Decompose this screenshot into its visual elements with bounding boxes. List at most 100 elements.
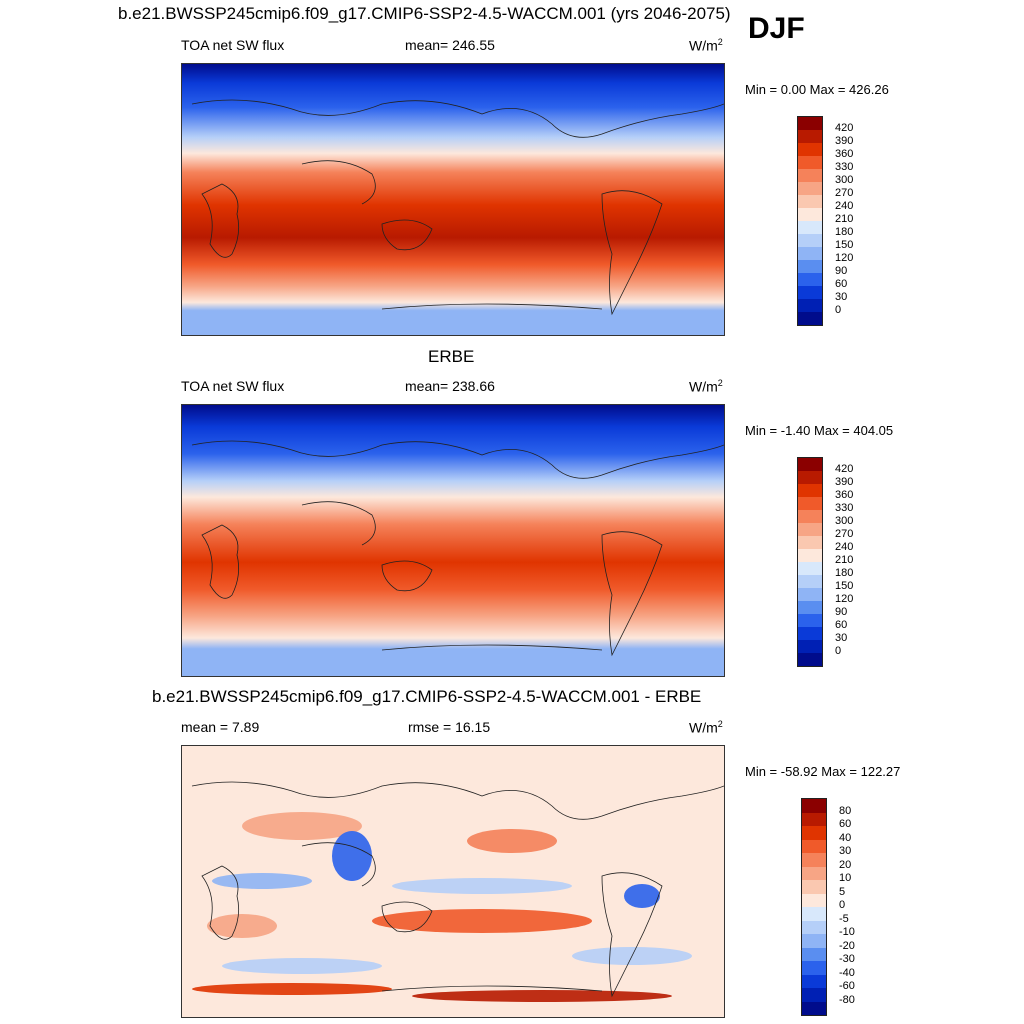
colorbar-segment xyxy=(798,182,822,195)
colorbar-tick-label: -10 xyxy=(839,926,855,938)
colorbar-segment xyxy=(798,260,822,273)
colorbar-segment xyxy=(802,866,826,880)
diff-panel-title: b.e21.BWSSP245cmip6.f09_g17.CMIP6-SSP2-4… xyxy=(152,687,702,706)
diff-colorbar xyxy=(801,798,827,1016)
colorbar-tick-label: 330 xyxy=(835,502,854,514)
obs-minmax-label: Min = -1.40 Max = 404.05 xyxy=(745,423,894,438)
colorbar-tick-label: -40 xyxy=(839,966,855,979)
colorbar-segment xyxy=(802,812,826,826)
colorbar-tick-label: 0 xyxy=(839,899,846,911)
colorbar-tick-label: 360 xyxy=(835,489,854,501)
colorbar-segment xyxy=(802,893,826,907)
colorbar-tick-label: 240 xyxy=(835,541,854,553)
obs-mean-label: mean= 238.66 xyxy=(405,378,495,394)
colorbar-tick-label: 40 xyxy=(839,831,852,844)
colorbar-segment xyxy=(798,653,822,666)
colorbar-segment xyxy=(802,961,826,975)
model-map xyxy=(181,63,725,336)
model-panel-title: b.e21.BWSSP245cmip6.f09_g17.CMIP6-SSP2-4… xyxy=(118,4,731,23)
diff-rmse-label: rmse = 16.15 xyxy=(408,719,491,735)
colorbar-segment xyxy=(802,974,826,988)
colorbar-segment xyxy=(798,234,822,247)
obs-units-label: W/m2 xyxy=(689,378,723,395)
colorbar-tick-label: -5 xyxy=(839,912,849,925)
colorbar-tick-label: 150 xyxy=(835,580,854,592)
colorbar-segment xyxy=(798,286,822,299)
colorbar-segment xyxy=(798,195,822,208)
colorbar-segment xyxy=(798,497,822,510)
colorbar-segment xyxy=(798,221,822,234)
colorbar-segment xyxy=(798,562,822,575)
colorbar-tick-label: 0 xyxy=(835,645,842,657)
diff-minmax-label: Min = -58.92 Max = 122.27 xyxy=(745,764,901,779)
colorbar-tick-label: 420 xyxy=(835,463,854,475)
colorbar-segment xyxy=(798,614,822,627)
colorbar-segment xyxy=(798,169,822,182)
colorbar-segment xyxy=(802,988,826,1002)
colorbar-tick-label: 90 xyxy=(835,606,848,618)
colorbar-tick-label: 30 xyxy=(835,291,848,303)
colorbar-segment xyxy=(798,484,822,497)
model-units-label: W/m2 xyxy=(689,37,723,54)
colorbar-tick-label: 20 xyxy=(839,858,852,871)
colorbar-segment xyxy=(798,627,822,640)
obs-left-label: TOA net SW flux xyxy=(181,378,285,394)
colorbar-tick-label: 90 xyxy=(835,265,848,277)
colorbar-tick-label: 420 xyxy=(835,122,854,134)
colorbar-segment xyxy=(798,156,822,169)
colorbar-segment xyxy=(798,523,822,536)
colorbar-tick-label: 120 xyxy=(835,593,854,605)
colorbar-segment xyxy=(802,826,826,840)
colorbar-segment xyxy=(802,799,826,813)
diff-mean-label: mean = 7.89 xyxy=(181,719,260,735)
colorbar-segment xyxy=(798,273,822,286)
colorbar-segment xyxy=(802,947,826,961)
colorbar-tick-label: 80 xyxy=(839,804,852,817)
obs-colorbar xyxy=(797,457,823,667)
colorbar-segment xyxy=(802,920,826,934)
colorbar-tick-label: -20 xyxy=(839,939,855,952)
colorbar-tick-label: 5 xyxy=(839,885,846,898)
diff-units-label: W/m2 xyxy=(689,719,723,736)
colorbar-segment xyxy=(798,575,822,588)
diff-map xyxy=(181,745,725,1018)
colorbar-tick-label: 10 xyxy=(839,872,852,884)
colorbar-tick-label: 150 xyxy=(835,239,854,251)
colorbar-tick-label: 180 xyxy=(835,226,854,238)
colorbar-segment xyxy=(798,588,822,601)
colorbar-tick-label: 30 xyxy=(835,632,848,644)
colorbar-tick-label: 270 xyxy=(835,187,854,199)
colorbar-tick-label: 300 xyxy=(835,515,854,527)
colorbar-tick-label: 60 xyxy=(839,818,852,830)
colorbar-segment xyxy=(798,247,822,260)
colorbar-segment xyxy=(798,458,822,471)
colorbar-tick-label: 120 xyxy=(835,252,854,264)
colorbar-segment xyxy=(798,130,822,143)
model-minmax-label: Min = 0.00 Max = 426.26 xyxy=(745,82,889,97)
colorbar-segment xyxy=(802,1001,826,1015)
season-label: DJF xyxy=(748,12,805,45)
colorbar-segment xyxy=(802,853,826,867)
colorbar-segment xyxy=(802,934,826,948)
colorbar-segment xyxy=(798,208,822,221)
model-colorbar xyxy=(797,116,823,326)
colorbar-tick-label: 180 xyxy=(835,567,854,579)
colorbar-segment xyxy=(798,536,822,549)
obs-map xyxy=(181,404,725,677)
colorbar-tick-label: 270 xyxy=(835,528,854,540)
colorbar-segment xyxy=(798,510,822,523)
model-mean-label: mean= 246.55 xyxy=(405,37,495,53)
colorbar-segment xyxy=(798,471,822,484)
colorbar-tick-label: 390 xyxy=(835,476,854,488)
colorbar-tick-label: 390 xyxy=(835,135,854,147)
colorbar-segment xyxy=(798,117,822,130)
colorbar-tick-label: 210 xyxy=(835,554,854,566)
colorbar-tick-label: -30 xyxy=(839,953,855,965)
colorbar-segment xyxy=(798,601,822,614)
colorbar-tick-label: 60 xyxy=(835,619,848,631)
colorbar-segment xyxy=(802,839,826,853)
colorbar-segment xyxy=(798,312,822,325)
model-left-label: TOA net SW flux xyxy=(181,37,285,53)
colorbar-tick-label: -80 xyxy=(839,993,855,1006)
colorbar-tick-label: 300 xyxy=(835,174,854,186)
